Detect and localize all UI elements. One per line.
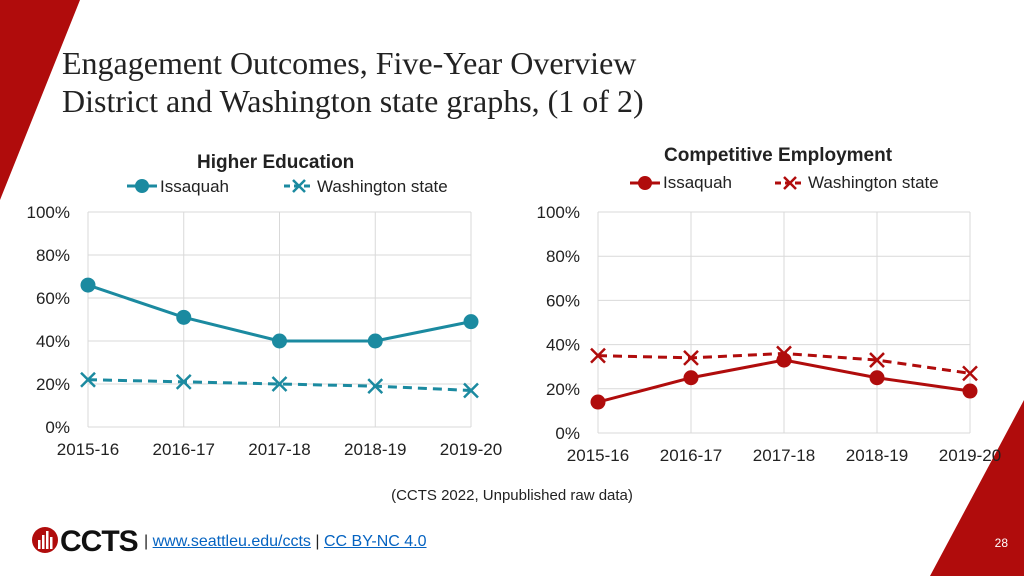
chart-1-washington-point [80, 371, 96, 388]
chart-2-title: Competitive Employment [664, 145, 893, 166]
footer-link-license[interactable]: CC BY-NC 4.0 [323, 533, 427, 550]
chart-2-y-tick-label: 100% [537, 203, 580, 222]
top-left-red-stripe [0, 0, 80, 200]
chart-1-issaquah-point [176, 309, 192, 325]
chart-1-washington-point-x [271, 376, 288, 392]
chart-1-legend-issaquah: Issaquah [160, 177, 229, 196]
chart-1-y-tick-label: 100% [27, 203, 70, 222]
chart-2-y-tick-label: 60% [546, 291, 580, 310]
chart-1-x-tick-label: 2019-20 [440, 440, 502, 459]
chart-1-washington-point [463, 382, 479, 399]
chart-2-issaquah-point [869, 370, 885, 386]
chart-1-issaquah-point [367, 333, 383, 349]
chart-1-title: Higher Education [197, 152, 355, 173]
chart-1-legend-washington-swatch [284, 179, 314, 193]
chart-1-washington-point [367, 378, 384, 395]
chart-2-x-tick-label: 2019-20 [939, 446, 1001, 465]
chart-2-washington-point [869, 352, 885, 368]
chart-2-y-tick-label: 0% [555, 424, 580, 443]
chart-1-y-tick-label: 40% [36, 332, 70, 351]
chart-1-issaquah-point [463, 314, 479, 330]
chart-2-legend-washington-swatch [775, 176, 805, 190]
footer-separator: | [144, 533, 149, 550]
chart-2-x-tick-label: 2016-17 [660, 446, 722, 465]
chart-2-issaquah-point [962, 383, 978, 399]
bottom-right-red-triangle [930, 400, 1024, 576]
chart-2-x-tick-label: 2018-19 [846, 446, 908, 465]
chart-2-y-tick-label: 40% [546, 336, 580, 355]
chart-1-x-tick-label: 2017-18 [248, 440, 310, 459]
chart-2-issaquah-point [683, 370, 699, 386]
chart-2-washington-point-x [869, 352, 885, 368]
chart-1-series-washington-line [87, 378, 472, 392]
chart-2-washington-point [776, 345, 792, 362]
chart-2-issaquah-point [590, 394, 606, 410]
chart-2-washington-point-x [683, 349, 699, 366]
ccts-logo-icon [32, 527, 58, 553]
chart-1-washington-point-x [175, 373, 192, 390]
chart-2-washington-point-x [776, 345, 792, 362]
chart-2-y-tick-label: 20% [546, 380, 580, 399]
chart-2-washington-point-x [962, 365, 978, 382]
chart-2-legend-issaquah: Issaquah [663, 173, 732, 192]
chart-2-y-tick-label: 80% [546, 247, 580, 266]
chart-1-y-tick-label: 80% [36, 246, 70, 265]
chart-1-y-tick-label: 60% [36, 289, 70, 308]
chart-1-issaquah-point [80, 277, 96, 293]
footer-links: | www.seattleu.edu/ccts | CC BY-NC 4.0 [144, 533, 427, 551]
chart-1-washington-point [175, 373, 192, 390]
chart-1-x-tick-label: 2018-19 [344, 440, 406, 459]
page-number: 28 [994, 536, 1008, 550]
chart-2-x-tick-label: 2017-18 [753, 446, 815, 465]
chart-2-washington-point [962, 365, 978, 382]
chart-1-washington-point-x [80, 371, 96, 388]
chart-1-washington-point-x [463, 382, 479, 399]
slide-title: Engagement Outcomes, Five-Year Overview … [62, 44, 644, 120]
chart-1-y-tick-label: 0% [45, 418, 70, 437]
chart-1-legend-washington: Washington state [317, 177, 448, 196]
ccts-logo-text: CCTS [60, 525, 139, 558]
chart-1-x-tick-label: 2016-17 [153, 440, 215, 459]
chart-2-x-tick-label: 2015-16 [567, 446, 629, 465]
chart-2-legend-issaquah-swatch [630, 176, 660, 190]
chart-2-washington-point [590, 347, 606, 364]
chart-2-washington-point [683, 349, 699, 366]
chart-1-washington-point [271, 376, 288, 392]
chart-1-x-tick-label: 2015-16 [57, 440, 119, 459]
source-citation: (CCTS 2022, Unpublished raw data) [391, 487, 633, 504]
chart-1-washington-point-x [367, 378, 384, 395]
footer-link-website[interactable]: www.seattleu.edu/ccts [152, 533, 311, 550]
slide-title-line-1: Engagement Outcomes, Five-Year Overview [62, 45, 637, 81]
chart-1-issaquah-point [272, 333, 287, 349]
chart-2-legend-washington: Washington state [808, 173, 939, 192]
chart-1-y-tick-label: 20% [36, 375, 70, 394]
chart-1-legend-issaquah-swatch [127, 179, 157, 193]
footer-separator: | [315, 533, 320, 550]
chart-2-washington-point-x [590, 347, 606, 364]
slide-title-line-2: District and Washington state graphs, (1… [62, 83, 644, 119]
